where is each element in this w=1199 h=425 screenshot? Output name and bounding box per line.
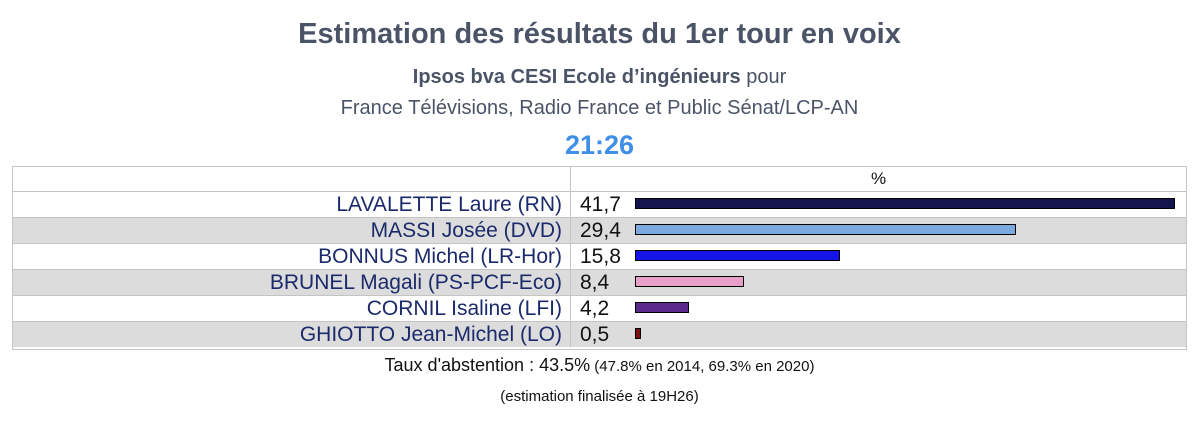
result-bar	[635, 224, 1016, 235]
result-bar	[635, 328, 641, 339]
value-label: 29,4	[570, 218, 624, 243]
chart-title: Estimation des résultats du 1er tour en …	[298, 18, 901, 50]
value-label: 41,7	[570, 192, 624, 217]
result-row: CORNIL Isaline (LFI) 4,2	[13, 295, 1186, 321]
abstention-line: Taux d'abstention : 43.5% (47.8% en 2014…	[0, 355, 1199, 376]
candidate-label: MASSI Josée (DVD)	[370, 219, 562, 242]
result-bar	[635, 276, 744, 287]
media-line: France Télévisions, Radio France et Publ…	[340, 97, 859, 119]
pollster-name: Ipsos bva CESI Ecole d’ingénieurs	[412, 66, 741, 88]
value-label: 8,4	[570, 270, 624, 295]
value-label: 0,5	[570, 322, 624, 347]
pollster-suffix: pour	[740, 66, 787, 88]
result-bar	[635, 198, 1175, 209]
candidate-label: BRUNEL Magali (PS-PCF-Eco)	[269, 271, 562, 294]
time-stamp: 21:26	[564, 130, 635, 160]
abstention-note: (47.8% en 2014, 69.3% en 2020)	[590, 358, 815, 375]
result-bar	[635, 250, 840, 261]
result-bar	[635, 302, 689, 313]
result-row: BRUNEL Magali (PS-PCF-Eco) 8,4	[13, 269, 1186, 295]
abstention-label: Taux d'abstention : 43.5%	[384, 355, 591, 375]
candidate-label: BONNUS Michel (LR-Hor)	[318, 245, 562, 268]
result-row: GHIOTTO Jean-Michel (LO) 0,5	[13, 321, 1186, 347]
results-table: % LAVALETTE Laure (RN) 41,7 MASSI Josée (D…	[12, 166, 1187, 350]
estimation-note: (estimation finalisée à 19H26)	[500, 388, 699, 405]
value-label: 15,8	[570, 244, 624, 269]
percent-column-header: %	[570, 167, 1186, 191]
result-row: LAVALETTE Laure (RN) 41,7	[13, 191, 1186, 217]
result-row: BONNUS Michel (LR-Hor) 15,8	[13, 243, 1186, 269]
value-label: 4,2	[570, 296, 624, 321]
pollster-line: Ipsos bva CESI Ecole d’ingénieurs pour	[0, 66, 1199, 89]
candidate-label: LAVALETTE Laure (RN)	[336, 193, 562, 216]
candidate-label: GHIOTTO Jean-Michel (LO)	[299, 323, 562, 346]
candidate-label: CORNIL Isaline (LFI)	[366, 297, 562, 320]
result-row: MASSI Josée (DVD) 29,4	[13, 217, 1186, 243]
